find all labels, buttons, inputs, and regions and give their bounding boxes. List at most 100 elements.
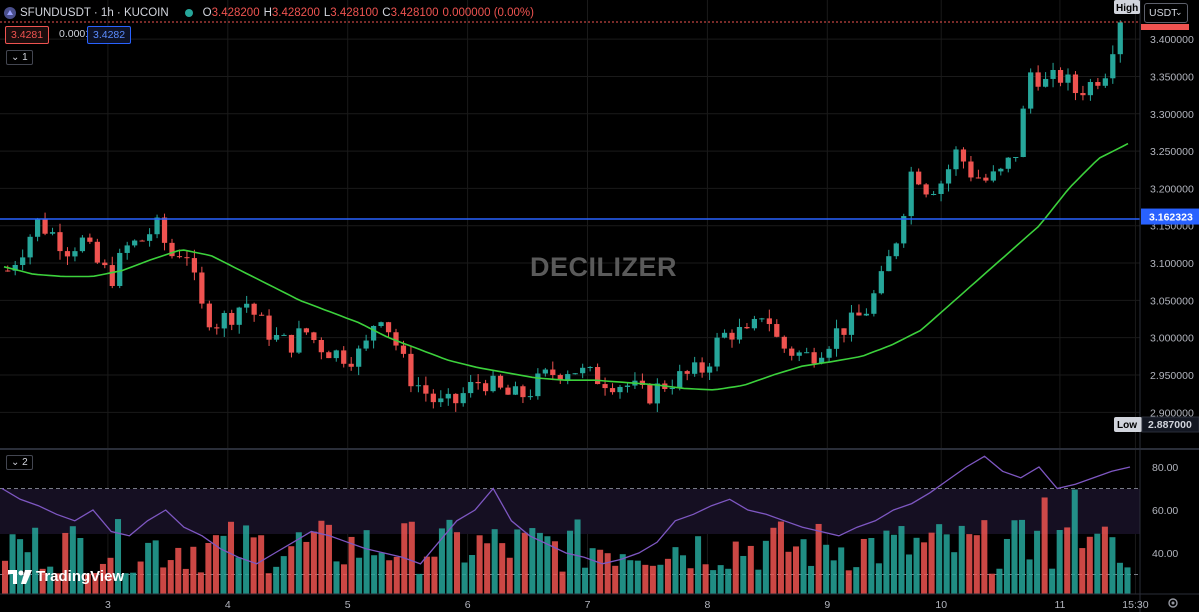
watermark-text: DECILIZER [530, 252, 678, 282]
pane-1-tag: 1 [22, 52, 28, 63]
close-value: 3.428100 [390, 7, 439, 19]
volume-bar [371, 555, 378, 594]
volume-bar [597, 549, 604, 594]
volume-bar [747, 545, 754, 594]
settings-gear-icon[interactable] [1167, 597, 1179, 609]
symbol-title[interactable]: SFUNDUSDT · 1h · KUCOIN [20, 7, 169, 19]
volume-bar [551, 541, 558, 594]
volume-bar [1071, 489, 1078, 594]
time-tick-label: 3 [105, 599, 111, 611]
candle-body [953, 149, 959, 170]
candle-body [333, 350, 339, 359]
volume-bar [521, 532, 528, 594]
volume-bar [190, 546, 197, 594]
volume-bar [951, 552, 958, 594]
hline-price-tag [1141, 208, 1199, 225]
volume-bar [235, 557, 242, 594]
price-tick-label: 3.050000 [1150, 295, 1194, 307]
candle-body [244, 303, 250, 308]
candle-body [385, 322, 392, 333]
candle-body [1035, 72, 1041, 87]
volume-bar [612, 565, 619, 594]
volume-bar [386, 560, 393, 594]
pane-2-collapse-button[interactable]: ⌄ 2 [6, 455, 33, 470]
volume-bar [536, 532, 543, 594]
time-axis[interactable]: 3 4 5 6 7 8 9 10 11 15:30 [105, 599, 1149, 611]
rsi-tick-label: 80.00 [1152, 462, 1178, 474]
candle-body [1087, 82, 1094, 96]
candle-body [393, 332, 399, 346]
candle-body [565, 374, 571, 380]
candle-body [460, 393, 466, 404]
high-label: H [263, 7, 272, 19]
candle-body [57, 232, 63, 252]
candle-body [475, 381, 481, 384]
volume-bar [228, 521, 235, 594]
price-axis[interactable]: 3.400000 3.350000 3.300000 3.250000 3.200000… [1150, 34, 1194, 419]
candle-body [5, 270, 11, 272]
candle-body [445, 393, 451, 399]
volume-bar [574, 519, 581, 594]
volume-bar [619, 554, 626, 594]
candle-body [356, 348, 362, 367]
low-value-label: 2.887000 [1148, 419, 1192, 431]
pane-1-collapse-button[interactable]: ⌄ 1 [6, 50, 33, 65]
rsi-axis[interactable]: 80.00 60.00 40.00 [1152, 462, 1178, 560]
volume-bar [883, 530, 890, 594]
candle-body [983, 177, 989, 181]
candle-body [1057, 70, 1064, 83]
price-tick-label: 3.000000 [1150, 333, 1194, 345]
tradingview-logo[interactable]: TradingView [8, 568, 124, 585]
volume-bar [582, 567, 589, 594]
candle-body [453, 393, 459, 404]
volume-bar [1026, 559, 1033, 594]
time-tick-label: 6 [465, 599, 471, 611]
price-tick-label: 3.350000 [1150, 71, 1194, 83]
candle-body [49, 232, 56, 234]
currency-select[interactable]: USDT ⌄ [1144, 3, 1188, 23]
symbol-header[interactable]: SFUNDUSDT · 1h · KUCOIN O 3.428200 H 3.428… [4, 5, 538, 21]
volume-bar [808, 565, 815, 594]
volume-bar [853, 567, 860, 594]
candle-body [490, 375, 496, 392]
low-value-tag [1141, 416, 1199, 433]
candle-body [990, 171, 996, 181]
price-tick-label: 3.300000 [1150, 109, 1194, 121]
volume-bar [680, 555, 687, 594]
candle-body [497, 375, 504, 388]
volume-bar [197, 572, 204, 594]
volume-bar [672, 547, 679, 594]
candle-body [893, 243, 899, 257]
volume-bar [130, 572, 137, 594]
volume-bar [823, 544, 830, 594]
volume-bar [250, 537, 257, 594]
candle-body [378, 322, 384, 327]
candle-body [759, 318, 765, 320]
volume-bar [559, 571, 566, 594]
volume-bar [167, 560, 174, 594]
volume-bar [845, 570, 852, 594]
candle-body [624, 385, 631, 387]
chevron-down-icon: ⌄ [1175, 7, 1183, 17]
candle-body [1065, 74, 1071, 83]
volume-bar [664, 558, 671, 594]
time-tick-label: 15:30 [1122, 599, 1148, 611]
sell-price-button[interactable]: 3.4281 [5, 26, 50, 44]
buy-price-button[interactable]: 3.4282 [87, 26, 132, 44]
low-label: L [323, 7, 331, 19]
price-tick-label: 3.200000 [1150, 183, 1194, 195]
volume-bar [454, 532, 461, 594]
volume-bar [740, 555, 747, 594]
candle-body [878, 271, 884, 294]
candle-body [102, 262, 108, 266]
volume-bar [529, 528, 536, 594]
time-tick-label: 9 [824, 599, 830, 611]
volume-bar [1041, 497, 1048, 594]
price-tick-label: 3.100000 [1150, 258, 1194, 270]
high-value: 3.428200 [271, 7, 320, 19]
candle-body [132, 240, 138, 246]
candle-body [191, 258, 198, 273]
candle-body [482, 383, 489, 392]
candle-body [199, 272, 205, 304]
